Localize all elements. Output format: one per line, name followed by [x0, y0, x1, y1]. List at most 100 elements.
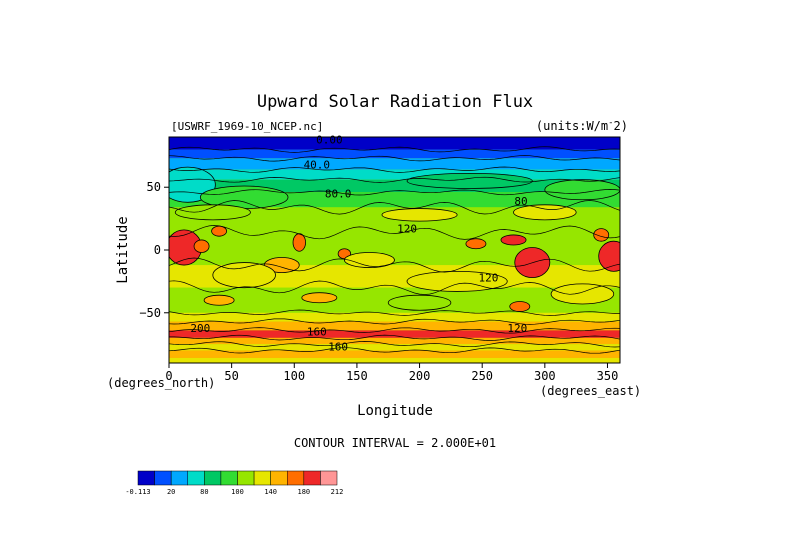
y-tick-label: 0 [154, 243, 161, 257]
heatmap-band [169, 312, 620, 322]
contour-label: 120 [397, 223, 417, 236]
contour-line [169, 189, 620, 196]
heatmap-band [169, 357, 620, 363]
colorbar [137, 470, 338, 486]
heatmap-band [169, 321, 620, 331]
heatmap-region [203, 294, 235, 306]
colorbar-label: 20 [167, 488, 175, 496]
contour-line [169, 225, 620, 240]
heatmap-band [169, 137, 620, 150]
heatmap-band [169, 158, 620, 170]
heatmap-region [301, 292, 338, 304]
colorbar-swatch [170, 470, 189, 486]
colorbar-swatch [137, 470, 155, 486]
heatmap-band [169, 169, 620, 180]
y-axis-ticks: −50 0 50 [139, 180, 169, 320]
colorbar-labels: -0.113 20 80 100 140 180 212 [125, 488, 343, 496]
contour-line [169, 318, 620, 325]
contour-line [169, 327, 620, 334]
colorbar-swatch [237, 470, 255, 486]
contour-line [169, 200, 620, 215]
colorbar-swatch [253, 470, 271, 486]
heatmap-region [500, 234, 527, 246]
contour-line [169, 347, 620, 354]
plot-area [169, 137, 620, 363]
heatmap-region [465, 238, 487, 250]
colorbar-swatch [303, 470, 321, 486]
x-tick-label: 100 [283, 369, 305, 383]
colorbar-swatch [320, 470, 338, 486]
heatmap-band [169, 330, 620, 338]
contour-label: 80.0 [325, 188, 352, 201]
heatmap-band [169, 344, 620, 351]
contour-lines [169, 146, 620, 354]
x-axis-label: Longitude [357, 403, 433, 419]
chart-subtitle-right: (units:W/m-2) [536, 118, 628, 133]
colorbar-swatch [187, 470, 205, 486]
heatmap-region [406, 173, 533, 189]
contour-line [169, 257, 620, 273]
x-tick-label: 350 [597, 369, 619, 383]
contour-label: 80 [514, 195, 527, 208]
contour-line [169, 309, 620, 316]
contour-label: 200 [190, 322, 210, 335]
x-tick-label: 0 [165, 369, 172, 383]
contour-line [169, 341, 620, 348]
colorbar-label: 180 [298, 488, 311, 496]
x-tick-label: 150 [346, 369, 368, 383]
heatmap-region [509, 301, 531, 312]
x-axis-unit: (degrees_east) [540, 384, 641, 398]
contour-label: 160 [307, 326, 327, 339]
contour-line [169, 280, 620, 295]
heatmap-region [174, 204, 251, 221]
contour-line [169, 334, 620, 341]
x-tick-label: 200 [409, 369, 431, 383]
heatmap-region [598, 240, 620, 272]
colorbar-swatch [287, 470, 305, 486]
chart-subtitle-left: [USWRF_1969-10_NCEP.nc] [171, 120, 323, 133]
x-axis-ticks: 0 50 100 150 200 250 300 350 [165, 363, 618, 383]
heatmap-band [169, 337, 620, 345]
y-axis-label: Latitude [115, 216, 131, 283]
colorbar-swatch [220, 470, 238, 486]
contour-interval-text: CONTOUR INTERVAL = 2.000E+01 [294, 436, 496, 450]
colorbar-label: -0.113 [125, 488, 150, 496]
contour-label: 160 [328, 341, 348, 354]
heatmap-band [169, 350, 620, 358]
contour-label: 0.00 [316, 134, 343, 147]
heatmap-band [169, 149, 620, 159]
contour-label: 120 [507, 322, 527, 335]
contour-line [169, 146, 620, 153]
colorbar-label: 140 [264, 488, 277, 496]
colorbar-label: 100 [231, 488, 244, 496]
contour-line [169, 166, 620, 173]
heatmap-region [593, 228, 610, 242]
contour-line [169, 155, 620, 162]
heatmap-region [212, 262, 276, 289]
heatmap-region [550, 283, 615, 305]
colorbar-label: 80 [200, 488, 208, 496]
heatmap-region [211, 225, 228, 237]
heatmap-region [544, 179, 620, 201]
colorbar-swatch [270, 470, 288, 486]
contour-label: 120 [479, 272, 499, 285]
contour-label: 40.0 [304, 159, 331, 172]
x-tick-label: 300 [534, 369, 556, 383]
heatmap-region [193, 239, 210, 253]
colorbar-swatch [204, 470, 222, 486]
heatmap-region [343, 252, 395, 268]
x-tick-label: 250 [471, 369, 493, 383]
colorbar-swatch [154, 470, 172, 486]
y-tick-label: 50 [147, 180, 161, 194]
heatmap-region [381, 208, 458, 222]
colorbar-label: 212 [331, 488, 344, 496]
heatmap-region [292, 233, 306, 252]
contour-line [169, 176, 620, 183]
heatmap-region [387, 294, 452, 311]
x-tick-label: 50 [224, 369, 238, 383]
y-tick-label: −50 [139, 306, 161, 320]
heatmap-regions [169, 166, 620, 312]
y-axis-unit: (degrees_north) [107, 376, 215, 390]
